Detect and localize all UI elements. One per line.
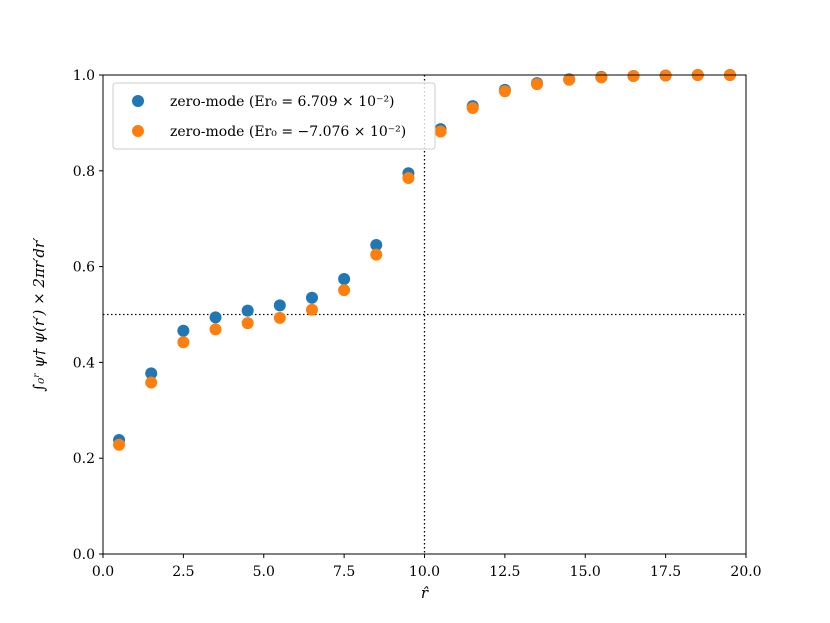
data-point (402, 171, 415, 184)
x-tick-label: 2.5 (172, 564, 194, 580)
legend-marker-series-2 (132, 125, 144, 137)
data-point (434, 125, 447, 138)
legend-label-series-2: zero-mode (Er₀ = −7.076 × 10⁻²) (170, 124, 406, 140)
data-point (241, 304, 254, 317)
data-point (466, 102, 479, 115)
ticks-layer: 0.0 2.5 5.0 7.5 10.0 12.5 15.0 17.5 20.0 0.0 0.2 0.… (73, 68, 762, 580)
x-tick-label: 0.0 (92, 564, 114, 580)
legend-label-series-1: zero-mode (Er₀ = 6.709 × 10⁻²) (170, 94, 395, 110)
data-point (273, 299, 286, 312)
data-point (273, 311, 286, 324)
x-tick-label: 12.5 (489, 564, 520, 580)
legend-marker-series-1 (132, 95, 144, 107)
x-tick-label: 5.0 (253, 564, 275, 580)
y-tick-label: 0.2 (73, 451, 95, 467)
y-axis-label: ∫₀ʳ ψ† ψ(r′) × 2πr′dr′ (30, 237, 48, 392)
x-tick-label: 15.0 (570, 564, 601, 580)
series-layer (113, 69, 736, 451)
data-point (209, 311, 222, 324)
x-tick-label: 7.5 (333, 564, 355, 580)
data-point (370, 248, 383, 261)
y-tick-label: 1.0 (73, 68, 95, 84)
data-point (531, 78, 544, 91)
legend-box (112, 82, 436, 150)
y-tick-label: 0.8 (73, 164, 95, 180)
x-axis-label: r̂ (421, 584, 429, 602)
data-point (563, 73, 576, 86)
data-point (305, 291, 318, 304)
data-point (498, 85, 511, 98)
data-point (595, 71, 608, 84)
reference-lines (103, 75, 746, 554)
data-point (370, 239, 383, 252)
legend: zero-mode (Er₀ = 6.709 × 10⁻²) zero-mode… (112, 82, 436, 150)
data-point (145, 376, 158, 389)
data-point (241, 317, 254, 330)
data-point (145, 367, 158, 380)
data-point (338, 284, 351, 297)
x-tick-label: 17.5 (650, 564, 681, 580)
data-point (305, 303, 318, 316)
y-tick-label: 0.6 (73, 260, 95, 276)
x-tick-label: 10.0 (409, 564, 440, 580)
y-tick-label: 0.4 (73, 355, 95, 371)
x-tick-label: 20.0 (730, 564, 761, 580)
data-point (338, 273, 351, 286)
data-point (627, 69, 640, 82)
y-tick-label: 0.0 (73, 547, 95, 563)
data-point (177, 336, 190, 349)
data-point (113, 438, 126, 451)
series-2 (113, 69, 736, 451)
data-point (209, 323, 222, 336)
data-point (177, 324, 190, 337)
